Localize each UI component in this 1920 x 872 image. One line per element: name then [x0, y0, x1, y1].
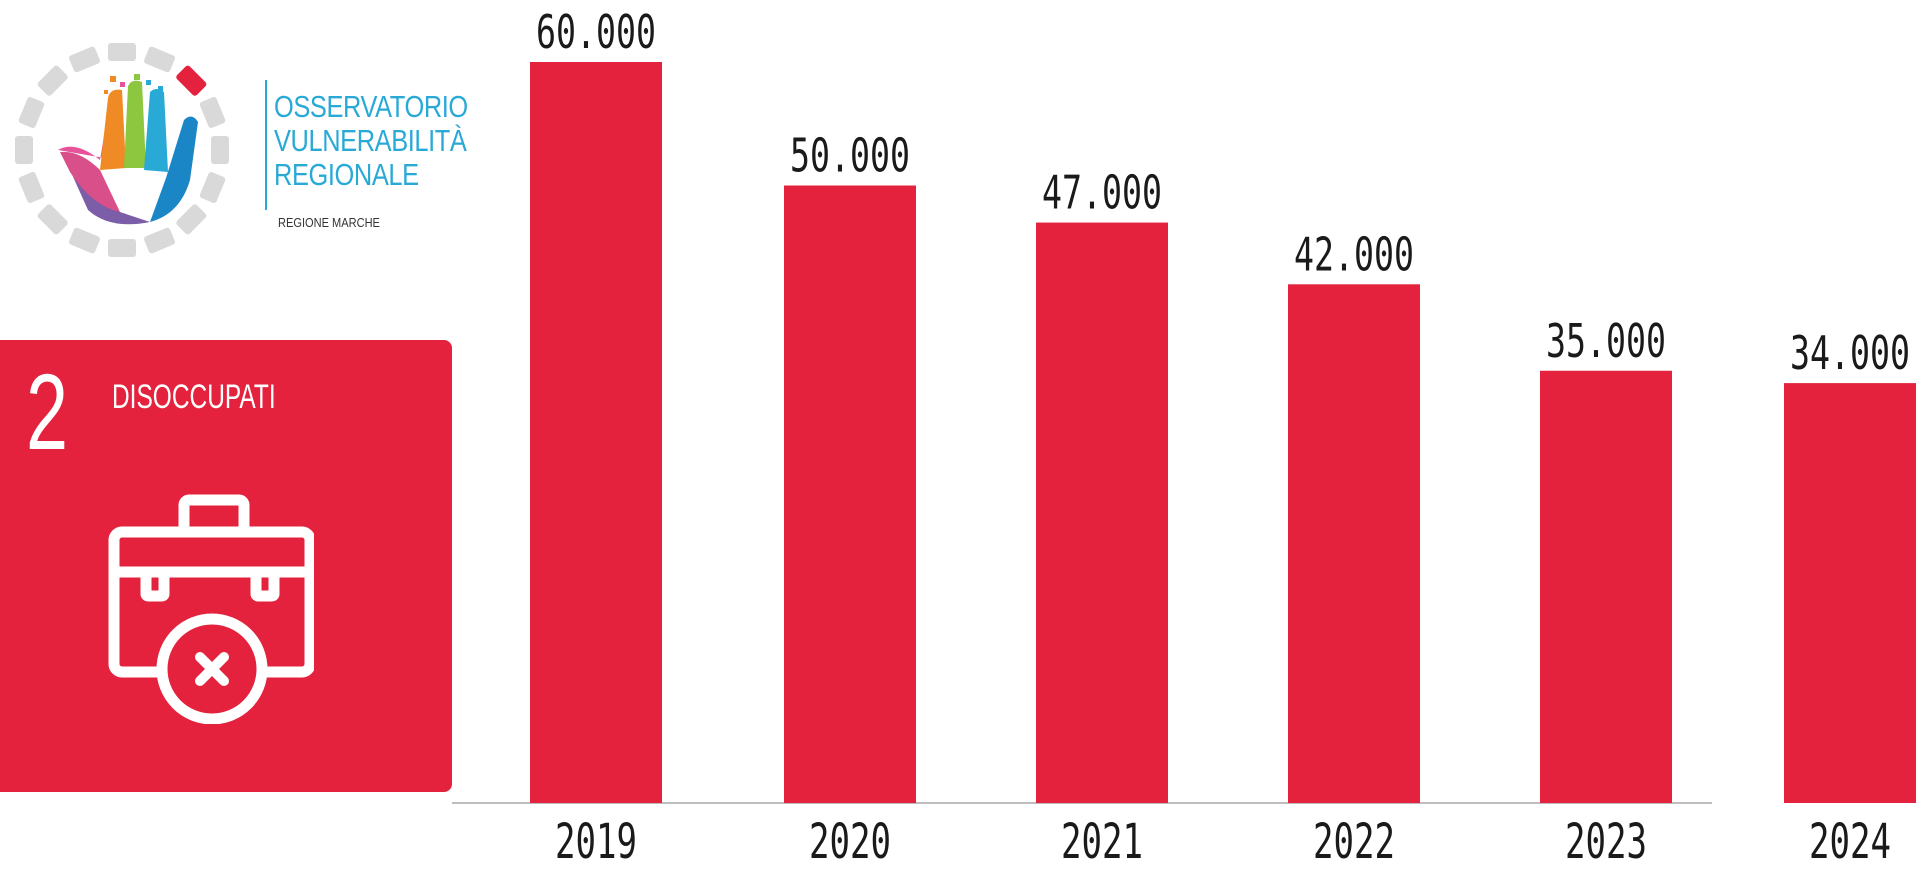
logo-ring-segment	[199, 97, 226, 128]
logo-ring-segment	[37, 65, 68, 96]
value-label: 50.000	[790, 129, 910, 183]
x-tick-label: 2021	[1061, 814, 1143, 870]
value-label: 47.000	[1042, 166, 1162, 220]
value-label: 42.000	[1294, 227, 1414, 281]
logo-ring-segment	[15, 136, 33, 164]
logo-ring-segment	[108, 43, 136, 61]
logo-title-line: REGIONALE	[274, 157, 419, 192]
logo-ring-segment	[211, 136, 229, 164]
observatory-logo: OSSERVATORIO VULNERABILITÀ REGIONALE REG…	[0, 0, 470, 270]
logo-ring-segment	[18, 97, 45, 128]
briefcase-x-icon	[108, 494, 314, 724]
indicator-number: 2	[26, 351, 69, 472]
logo-subtitle: REGIONE MARCHE	[278, 215, 380, 230]
bar-2021	[1036, 222, 1168, 804]
bar-2020	[784, 185, 916, 803]
indicator-label: DISOCCUPATI	[112, 378, 276, 416]
x-tick-label: 2020	[809, 814, 891, 870]
bar-2019	[530, 62, 662, 803]
logo-ring-segment	[176, 65, 207, 96]
logo-mark-icon	[15, 43, 229, 257]
logo-ring-segment	[69, 227, 100, 254]
logo-ring	[15, 43, 229, 257]
logo-ring-segment	[144, 227, 175, 254]
value-label: 35.000	[1546, 314, 1666, 368]
logo-divider	[265, 80, 267, 210]
x-tick-label: 2022	[1313, 814, 1395, 870]
x-tick-label: 2019	[555, 814, 637, 870]
logo-ring-segment	[144, 46, 175, 73]
logo-title-line: OSSERVATORIO	[274, 89, 468, 124]
logo-ring-segment	[199, 172, 226, 203]
x-tick-label: 2024	[1809, 814, 1891, 870]
bar-2022	[1288, 284, 1420, 803]
bar-2024	[1784, 383, 1916, 803]
logo-ring-segment	[176, 204, 207, 235]
value-label: 60.000	[536, 5, 656, 59]
hand-icon	[58, 74, 198, 225]
value-label: 34.000	[1790, 326, 1910, 380]
logo-title: OSSERVATORIO VULNERABILITÀ REGIONALE	[274, 90, 468, 192]
logo-ring-segment	[37, 204, 68, 235]
logo-ring-segment	[108, 239, 136, 257]
logo-ring-segment	[18, 172, 45, 203]
bar-2023	[1540, 370, 1672, 803]
x-tick-label: 2023	[1565, 814, 1647, 870]
logo-title-line: VULNERABILITÀ	[274, 123, 467, 158]
logo-ring-segment	[69, 46, 100, 73]
